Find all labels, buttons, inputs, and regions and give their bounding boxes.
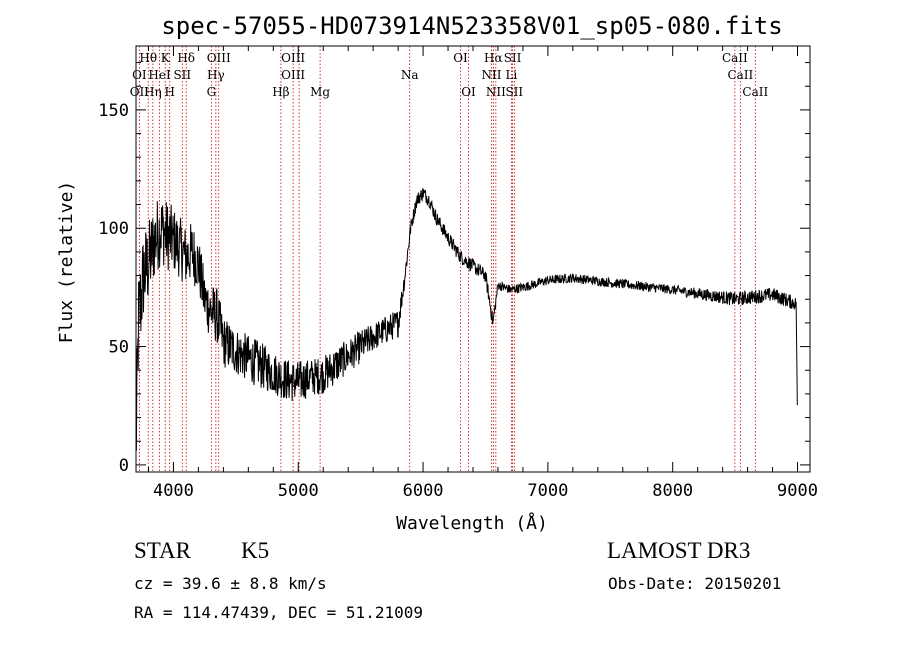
- line-label-row1-2: Hδ: [177, 51, 195, 65]
- line-label-row3-2: H: [164, 85, 174, 99]
- y-tick-label-1: 50: [109, 338, 129, 358]
- line-label-row2-8: CaII: [727, 68, 753, 82]
- line-label-row2-3: Hγ: [207, 68, 225, 82]
- line-label-row1-8: CaII: [722, 51, 748, 65]
- line-label-row2-1: HeI: [148, 68, 171, 82]
- x-tick-label-2: 6000: [403, 481, 444, 501]
- x-tick-label-1: 5000: [278, 481, 319, 501]
- spectral-subclass: K5: [241, 538, 270, 563]
- y-tick-label-2: 100: [98, 219, 129, 239]
- line-label-row2-0: OI: [132, 68, 147, 82]
- line-label-row1-3: OIII: [207, 51, 231, 65]
- line-label-row2-5: Na: [401, 68, 419, 82]
- survey-name: LAMOST DR3: [607, 538, 751, 563]
- line-label-row3-1: Hη: [144, 85, 162, 99]
- line-label-row3-3: G: [207, 85, 217, 99]
- axes-group: 4000 5000 6000 7000 8000 9000 0 50 100 150: [98, 46, 818, 501]
- line-label-row1-6: Hα: [484, 51, 503, 65]
- line-label-row1-5: OI: [453, 51, 468, 65]
- y-axis-label: Flux (relative): [56, 181, 77, 344]
- line-marker-group: [138, 46, 756, 472]
- line-label-row3-4: Hβ: [272, 85, 289, 99]
- redshift-text: cz = 39.6 ± 8.8 km/s: [134, 574, 327, 593]
- x-tick-label-4: 8000: [652, 481, 693, 501]
- object-type: STAR: [134, 538, 191, 563]
- line-label-row1-0: Hθ: [139, 51, 157, 65]
- line-label-row3-5: Mg: [310, 85, 330, 99]
- x-tick-label-5: 9000: [777, 481, 818, 501]
- line-label-row2-6: NII: [481, 68, 501, 82]
- chart-title: spec-57055-HD073914N523358V01_sp05-080.f…: [161, 12, 782, 40]
- x-tick-label-0: 4000: [153, 481, 194, 501]
- series-group: [135, 188, 798, 451]
- y-tick-label-3: 150: [98, 101, 129, 121]
- line-label-row1-4: OIII: [281, 51, 305, 65]
- coordinates-text: RA = 114.47439, DEC = 51.21009: [134, 603, 423, 622]
- line-label-row3-0: OII: [130, 85, 150, 99]
- x-tick-label-3: 7000: [527, 481, 568, 501]
- x-axis-label: Wavelength (Å): [396, 512, 548, 534]
- line-label-row2-7: Li: [506, 68, 518, 82]
- line-label-row3-8: SII: [505, 85, 523, 99]
- series-line-flux: [135, 188, 798, 451]
- y-tick-label-0: 0: [119, 456, 129, 476]
- line-label-row3-6: OI: [461, 85, 476, 99]
- line-label-row3-7: NII: [486, 85, 506, 99]
- line-label-row1-7: SII: [504, 51, 522, 65]
- observation-date: Obs-Date: 20150201: [608, 574, 782, 593]
- line-label-row2-2: SII: [173, 68, 191, 82]
- line-label-row3-9: CaII: [742, 85, 768, 99]
- line-label-row1-1: K: [161, 51, 171, 65]
- line-label-row2-4: OIII: [281, 68, 305, 82]
